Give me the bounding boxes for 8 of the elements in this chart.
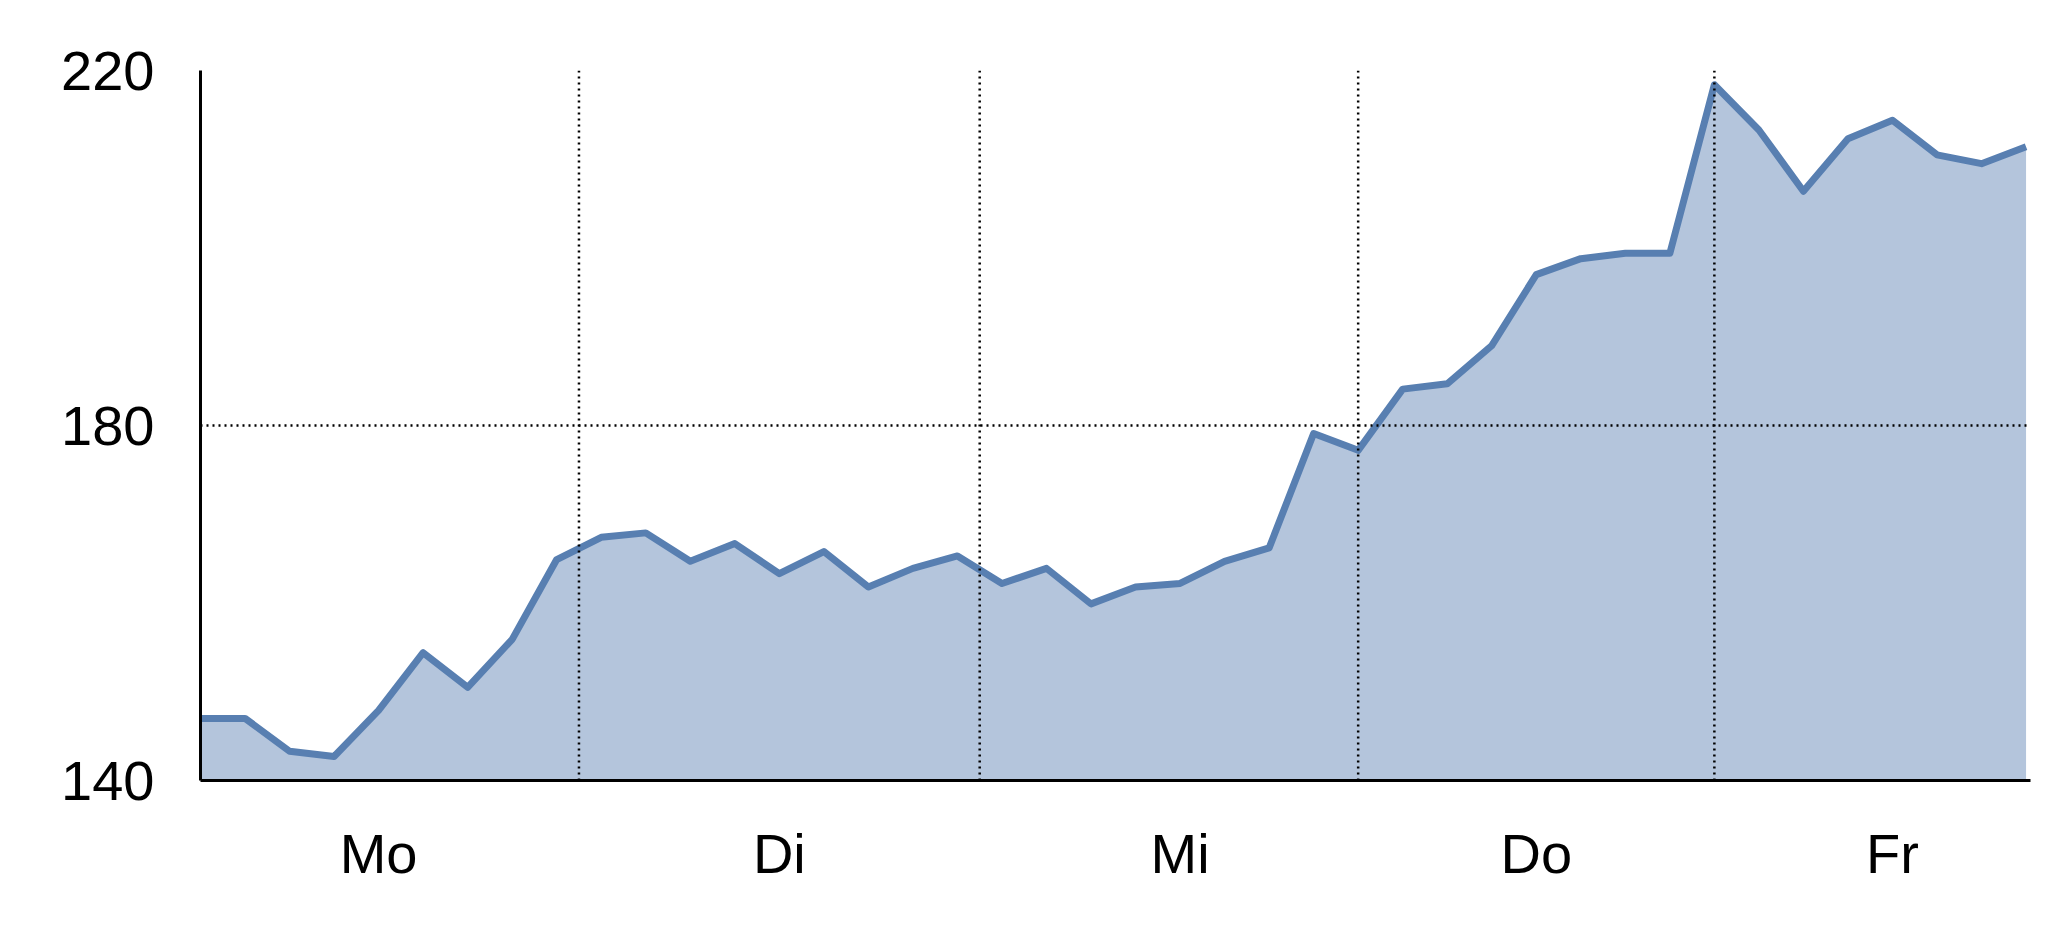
x-tick-label: Mi: [1150, 821, 1210, 885]
y-tick-label: 180: [61, 393, 155, 457]
x-tick-label: Fr: [1866, 821, 1919, 885]
x-tick-label: Di: [752, 821, 806, 885]
y-tick-label: 220: [61, 38, 155, 102]
x-tick-label: Mo: [339, 821, 418, 885]
y-tick-label: 140: [61, 748, 155, 812]
x-tick-label: Do: [1500, 821, 1573, 885]
